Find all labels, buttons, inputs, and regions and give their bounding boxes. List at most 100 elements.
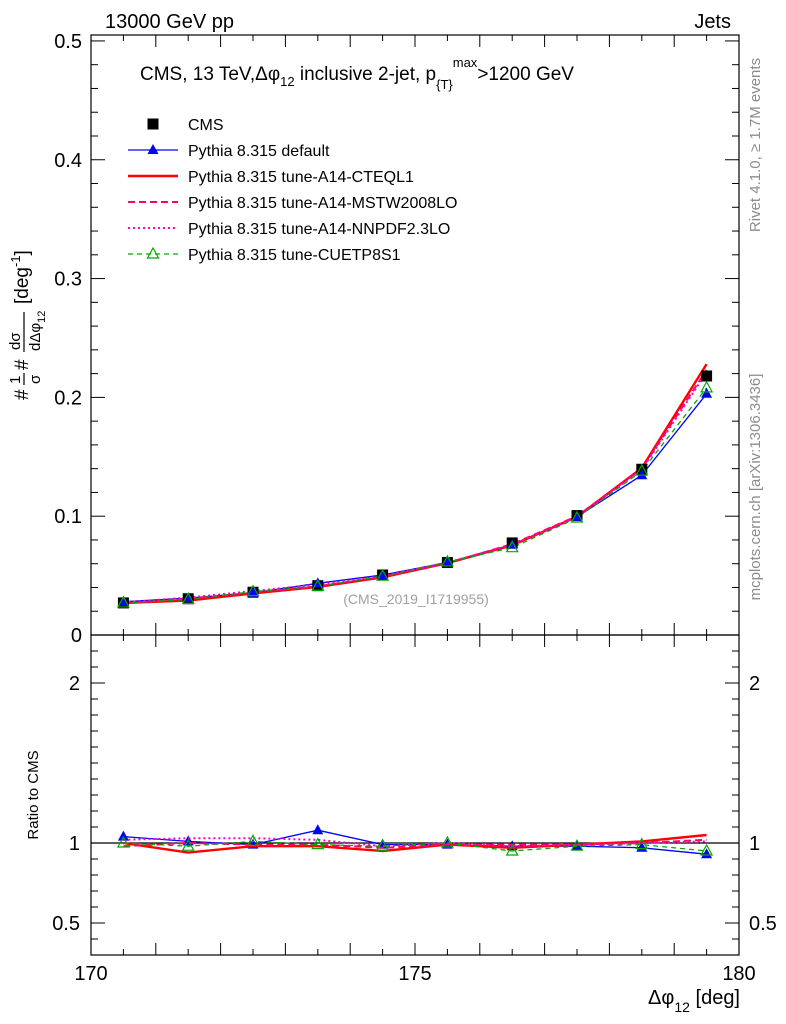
legend-marker	[147, 144, 159, 154]
legend-label: Pythia 8.315 tune-CUETP8S1	[188, 247, 401, 264]
series-1	[123, 393, 708, 603]
y-tick-label: 0.1	[54, 506, 82, 528]
ratio-point	[376, 838, 390, 851]
legend-label: Pythia 8.315 tune-A14-MSTW2008LO	[188, 195, 457, 212]
series-line	[123, 393, 708, 603]
legend-entry: Pythia 8.315 tune-A14-MSTW2008LO	[128, 195, 457, 212]
ylabel-hash2: #	[12, 359, 33, 370]
series-markers-5	[116, 380, 714, 608]
ylabel-frac2-den-sub: 12	[36, 311, 48, 323]
header-process-label: Jets	[694, 11, 731, 33]
ratio-point	[636, 841, 648, 852]
legend-label: Pythia 8.315 tune-A14-CTEQL1	[188, 169, 414, 186]
title-sub12: 12	[280, 74, 294, 89]
ratio-panel: 0.5 0.51 12 2 170 175 180 Ratio to CMS Δφ12 […	[25, 634, 777, 1015]
legend-marker	[147, 118, 159, 130]
series-point	[116, 595, 130, 608]
ratio-frame	[90, 634, 740, 956]
series-point	[571, 510, 583, 521]
series-point	[376, 568, 390, 581]
legend-marker	[146, 246, 160, 259]
title-dphi: Δφ	[255, 64, 280, 85]
series-point	[701, 387, 713, 398]
ratio-y-tick-label-right: 1	[749, 833, 760, 855]
series-5	[123, 387, 708, 604]
ratio-point	[440, 835, 454, 848]
title-supmax: max	[453, 55, 478, 70]
ratio-y-tick-label: 1	[69, 833, 80, 855]
series-point	[247, 586, 259, 597]
ratio-y-tick-label-right: 2	[749, 673, 760, 695]
xlabel-unit: [deg]	[690, 987, 740, 1009]
main-axis-ticks	[90, 35, 740, 636]
series-line	[123, 387, 708, 604]
main-y-tick-labels: 0 0.1 0.2 0.3 0.4 0.5	[54, 31, 82, 647]
legend-entry: Pythia 8.315 tune-CUETP8S1	[128, 246, 401, 264]
legend: CMS Pythia 8.315 default Pythia 8.315 tune…	[128, 117, 457, 264]
series-point	[440, 554, 454, 567]
legend-entry: Pythia 8.315 default	[128, 143, 330, 160]
ratio-point	[570, 838, 584, 851]
title-subT: {T}	[436, 77, 453, 92]
ratio-series-line	[123, 840, 707, 852]
main-y-axis-label: # 1 σ # dσ dΔφ12 [deg-1]	[7, 250, 48, 400]
xlabel-dphi: Δφ	[648, 987, 674, 1009]
series-point	[246, 584, 260, 597]
xlabel-sub12: 12	[674, 999, 690, 1015]
ratio-y-tick-label-right: 0.5	[749, 913, 777, 935]
header-collision-label: 13000 GeV pp	[105, 11, 234, 33]
ratio-series-group	[91, 824, 739, 859]
series-point	[700, 380, 714, 393]
ylabel-frac2-den: dΔφ12	[27, 311, 48, 351]
series-point	[441, 556, 453, 567]
series-point	[117, 595, 129, 606]
y-tick-label: 0.2	[54, 387, 82, 409]
legend-label: CMS	[188, 117, 224, 134]
main-series-group	[116, 363, 714, 609]
chart-title: CMS, 13 TeV,Δφ12 inclusive 2-jet, p{T}ma…	[140, 55, 574, 92]
title-mid: inclusive 2-jet, p	[295, 64, 437, 85]
main-panel: 00.10.20.30.40.5 CMS, 13 TeV,Δφ12 inclus…	[7, 31, 740, 647]
data-point	[701, 370, 713, 382]
legend-entry: CMS	[147, 117, 224, 134]
ylabel-unit-sup: -1	[8, 255, 23, 267]
ratio-series-4	[116, 834, 714, 856]
ratio-point	[311, 837, 325, 850]
series-point	[181, 592, 195, 604]
legend-entry: Pythia 8.315 tune-A14-NNPDF2.3LO	[128, 221, 450, 238]
legend-label: Pythia 8.315 default	[188, 143, 330, 160]
y-tick-label: 0	[71, 625, 82, 647]
ratio-point	[635, 837, 649, 850]
series-point	[311, 579, 325, 591]
ratio-y-tick-label: 2	[69, 673, 80, 695]
ratio-y-tick-label: 0.5	[52, 913, 80, 935]
ratio-point	[700, 843, 714, 856]
x-tick-label: 170	[74, 963, 107, 985]
x-tick-labels: 170 175 180	[74, 963, 755, 985]
ratio-point	[116, 835, 130, 848]
x-tick-label: 180	[722, 963, 755, 985]
y-tick-label: 0.5	[54, 31, 82, 53]
mcplots-label: mcplots.cern.ch [arXiv:1306.3436]	[747, 374, 764, 601]
legend-entry: Pythia 8.315 tune-A14-CTEQL1	[128, 169, 414, 186]
ylabel-frac1-den: σ	[27, 374, 44, 384]
series-2	[123, 363, 708, 605]
x-tick-label: 175	[398, 963, 431, 985]
ratio-point	[505, 843, 519, 856]
ratio-axis-ticks	[90, 635, 740, 955]
ylabel-frac2-den-main: dΔφ	[27, 323, 44, 351]
series-point	[505, 540, 519, 553]
ylabel-frac1-num: 1	[7, 376, 24, 384]
series-point	[636, 469, 648, 480]
series-point	[182, 592, 194, 603]
series-markers-1	[117, 387, 713, 606]
series-point	[635, 463, 649, 476]
legend-label: Pythia 8.315 tune-A14-NNPDF2.3LO	[188, 221, 450, 238]
series-markers-0	[117, 370, 713, 609]
y-tick-label: 0.4	[54, 150, 82, 172]
title-prefix: CMS, 13 TeV,	[140, 64, 255, 85]
ylabel-hash1: #	[12, 389, 33, 400]
x-axis-label: Δφ12 [deg]	[648, 987, 740, 1015]
ratio-point	[246, 834, 260, 847]
